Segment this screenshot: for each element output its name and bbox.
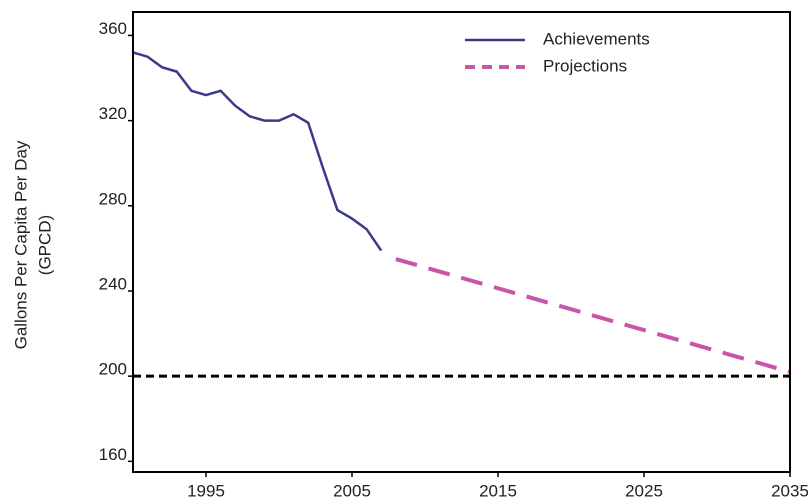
x-tick-label: 2005 bbox=[333, 481, 371, 500]
y-axis-label: (GPCD) bbox=[35, 215, 54, 275]
y-tick-label: 200 bbox=[99, 360, 127, 379]
legend-label: Projections bbox=[543, 56, 627, 75]
plot-frame bbox=[132, 11, 791, 473]
y-tick-label: 280 bbox=[99, 189, 127, 208]
legend-label: Achievements bbox=[543, 29, 650, 48]
y-tick-label: 160 bbox=[99, 445, 127, 464]
x-tick-label: 1995 bbox=[187, 481, 225, 500]
x-tick-label: 2015 bbox=[479, 481, 517, 500]
series-line bbox=[395, 257, 791, 374]
y-tick-label: 320 bbox=[99, 104, 127, 123]
y-tick-label: 360 bbox=[99, 19, 127, 38]
y-tick-label: 240 bbox=[99, 274, 127, 293]
series-line bbox=[132, 51, 383, 252]
x-tick-label: 2025 bbox=[625, 481, 663, 500]
y-axis-label: Gallons Per Capita Per Day bbox=[11, 140, 30, 349]
x-tick-label: 2035 bbox=[771, 481, 808, 500]
